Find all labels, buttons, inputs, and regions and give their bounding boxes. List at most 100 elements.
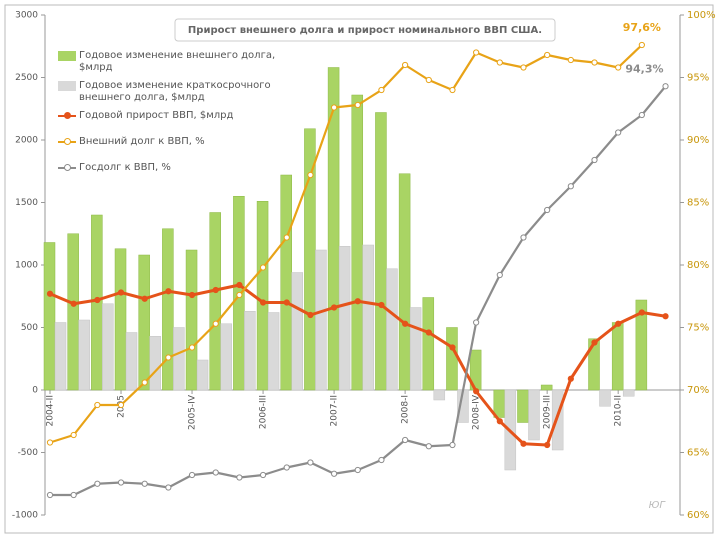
point <box>141 379 148 386</box>
point <box>236 474 243 481</box>
point <box>615 129 622 136</box>
point <box>544 206 551 214</box>
point <box>567 183 574 190</box>
point <box>188 471 196 479</box>
y2-tick-label: 85% <box>687 198 709 209</box>
point <box>615 64 622 71</box>
point <box>330 304 338 311</box>
bar <box>315 249 327 391</box>
bar <box>362 244 375 391</box>
legend-label: Госдолг к ВВП, % <box>79 162 171 173</box>
legend-swatch <box>58 81 76 91</box>
bar <box>446 327 458 391</box>
point <box>662 313 669 320</box>
y2-tick-label: 70% <box>687 385 709 396</box>
legend-label: Годовое изменение внешнего долга, $млрд <box>79 50 276 73</box>
bar <box>386 268 398 391</box>
watermark: ЮГ <box>649 500 667 511</box>
bar <box>162 228 174 391</box>
point <box>117 479 125 486</box>
legend-swatch <box>58 110 76 122</box>
y2-tick-label: 60% <box>687 510 709 521</box>
bar <box>611 322 624 391</box>
y-tick-label: -1000 <box>12 511 38 521</box>
lines <box>46 41 669 499</box>
y2-tick-label: 75% <box>687 323 709 334</box>
x-tick-label: 2006-III <box>259 395 269 429</box>
point <box>496 418 503 425</box>
point <box>662 83 669 90</box>
bar <box>267 312 280 391</box>
line <box>49 44 643 444</box>
point <box>212 320 219 327</box>
point <box>307 459 314 466</box>
bar <box>54 322 67 391</box>
y-tick-label: 0 <box>32 386 38 396</box>
point <box>212 286 219 294</box>
bar <box>196 359 209 391</box>
point <box>567 56 574 64</box>
point <box>425 443 432 450</box>
bar <box>622 389 635 397</box>
legend-swatch <box>58 51 76 61</box>
bar <box>43 242 56 391</box>
bar <box>351 94 364 391</box>
point <box>70 491 77 499</box>
point <box>638 111 645 119</box>
bar <box>256 201 269 391</box>
point <box>591 156 598 164</box>
point <box>94 401 101 409</box>
point <box>165 288 172 295</box>
legend-item: Внешний долг к ВВП, % <box>58 136 278 148</box>
point <box>165 354 172 361</box>
point <box>283 464 290 471</box>
bar <box>185 249 198 391</box>
point <box>354 298 361 305</box>
y-tick-label: 1000 <box>15 261 38 271</box>
point <box>473 49 480 56</box>
data-label: 97,6% <box>623 21 661 34</box>
point <box>496 59 503 66</box>
bar <box>375 112 387 391</box>
point <box>236 281 243 289</box>
legend: Годовое изменение внешнего долга, $млрд Г… <box>58 50 278 188</box>
y-tick-label: -500 <box>18 448 39 458</box>
x-tick-label: 2007-II <box>330 395 340 426</box>
legend-item: Годовой прирост ВВП, $млрд <box>58 110 278 122</box>
point <box>354 466 361 474</box>
point <box>402 320 409 327</box>
point <box>188 344 196 351</box>
bar <box>540 384 553 391</box>
bar <box>599 389 611 407</box>
bar <box>209 212 221 391</box>
point <box>402 61 409 69</box>
bar <box>398 173 411 391</box>
point <box>354 101 361 109</box>
data-label: 94,3% <box>625 62 663 75</box>
bar <box>338 246 351 391</box>
title-box <box>174 18 556 42</box>
y-tick-label: 500 <box>21 323 38 333</box>
bar <box>244 311 256 391</box>
point <box>520 440 527 447</box>
point <box>283 299 290 306</box>
point <box>402 436 409 444</box>
point <box>165 484 172 491</box>
y-tick-label: 2000 <box>15 136 38 146</box>
legend-item: Госдолг к ВВП, % <box>58 162 278 174</box>
y2-tick-label: 80% <box>687 260 709 271</box>
point <box>330 104 338 111</box>
bar <box>67 233 79 391</box>
bar <box>78 319 90 391</box>
point <box>259 471 267 479</box>
legend-label: Годовое изменение краткосрочного внешнег… <box>79 80 271 103</box>
x-tick-label: 2008-IV <box>472 394 482 430</box>
point <box>591 339 598 346</box>
point <box>496 271 503 279</box>
point <box>473 388 480 395</box>
x-tick-label: 2008-I <box>401 395 411 424</box>
y-tick-label: 2500 <box>15 73 38 83</box>
point <box>638 309 645 316</box>
